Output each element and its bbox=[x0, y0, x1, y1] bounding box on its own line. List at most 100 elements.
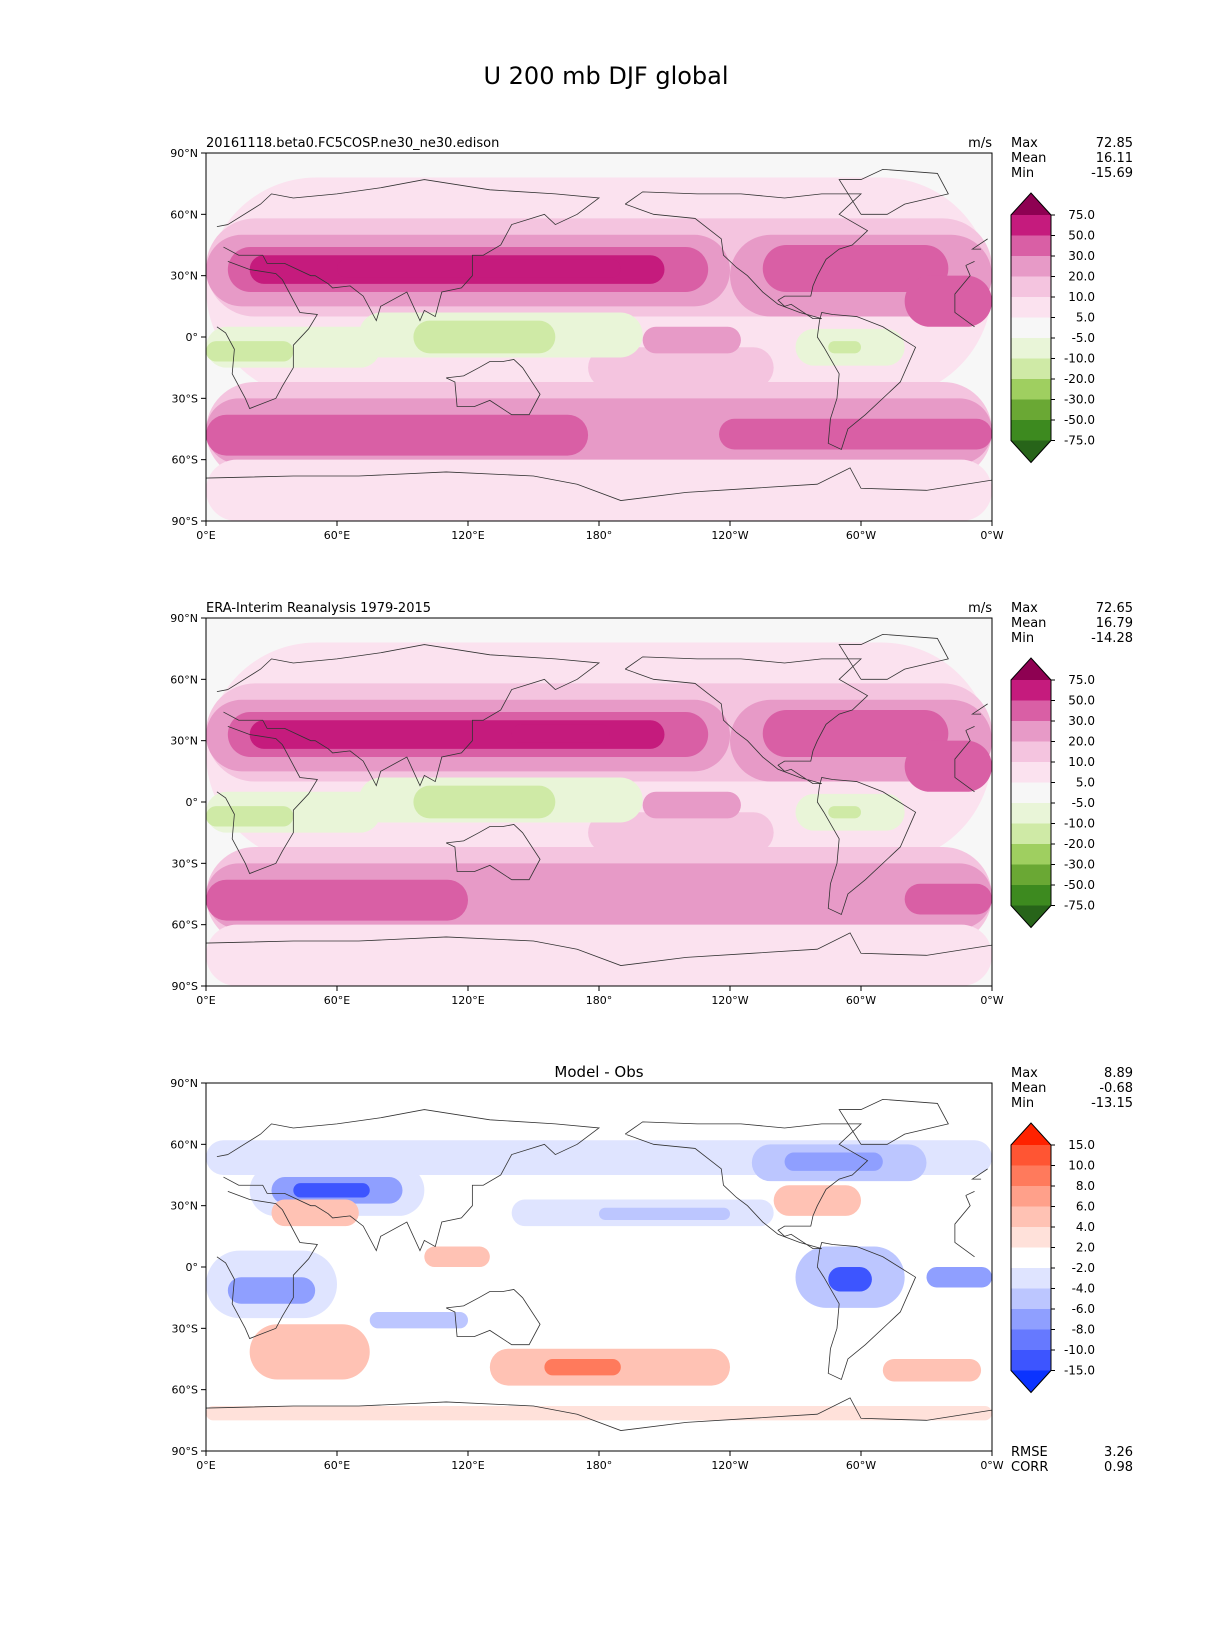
colorbar-segment bbox=[1011, 1288, 1051, 1310]
stat-label: RMSE bbox=[1011, 1445, 1048, 1460]
lat-tick-label: 90°S bbox=[172, 1445, 198, 1458]
lat-tick-label: 90°S bbox=[172, 515, 198, 528]
colorbar-segment bbox=[1011, 1186, 1051, 1207]
colorbar-segment bbox=[1011, 823, 1051, 845]
colorbar-label: 15.0 bbox=[1068, 1138, 1095, 1152]
colorbar-label: 20.0 bbox=[1068, 270, 1095, 284]
colorbar-label: -75.0 bbox=[1064, 434, 1095, 448]
colorbar-segment bbox=[1011, 885, 1051, 906]
contour-band bbox=[926, 1267, 992, 1288]
lat-tick-label: 30°N bbox=[170, 270, 198, 283]
lat-tick-label: 60°S bbox=[172, 454, 198, 467]
coastline bbox=[838, 633, 949, 680]
coastline bbox=[816, 312, 917, 450]
contour-band bbox=[828, 806, 861, 819]
colorbar-segment bbox=[1011, 235, 1051, 257]
contour-band bbox=[762, 245, 949, 293]
field-layer bbox=[206, 633, 992, 986]
contour-band bbox=[544, 1359, 621, 1376]
figure-title: U 200 mb DJF global bbox=[483, 62, 728, 90]
lon-tick-label: 0°E bbox=[196, 529, 215, 542]
colorbar-segment bbox=[1011, 1268, 1051, 1289]
colorbar-segment bbox=[1011, 1309, 1051, 1330]
lon-tick-label: 60°E bbox=[324, 994, 350, 1007]
stat-label: Min bbox=[1011, 631, 1034, 646]
colorbar-label: 75.0 bbox=[1068, 673, 1095, 687]
contour-band bbox=[424, 1246, 490, 1267]
coastline bbox=[838, 168, 949, 215]
colorbar-segment bbox=[1011, 1206, 1051, 1228]
coastline bbox=[216, 179, 988, 322]
contour-band bbox=[719, 418, 992, 450]
lon-tick-label: 0°W bbox=[980, 529, 1003, 542]
stat-value: 8.89 bbox=[1104, 1066, 1133, 1081]
stat-value: 72.85 bbox=[1096, 136, 1133, 151]
colorbar-label: 30.0 bbox=[1068, 249, 1095, 263]
colorbar: 15.0 10.0 8.0 6.0 4.0 2.0 -2.0 -4.0 -6.0 -8.0 -10.… bbox=[1010, 1122, 1095, 1394]
colorbar-label: -15.0 bbox=[1064, 1364, 1095, 1378]
contour-band bbox=[206, 806, 294, 827]
panel-center-title: Model - Obs bbox=[554, 1063, 643, 1081]
colorbar-segment bbox=[1011, 215, 1051, 236]
field-layer bbox=[206, 168, 992, 521]
colorbar-label: 50.0 bbox=[1068, 694, 1095, 708]
colorbar-label: -75.0 bbox=[1064, 899, 1095, 913]
lon-tick-label: 60°W bbox=[846, 994, 876, 1007]
colorbar-label: -50.0 bbox=[1064, 878, 1095, 892]
colorbar-label: 6.0 bbox=[1076, 1200, 1095, 1214]
stat-value: -15.69 bbox=[1091, 166, 1133, 181]
colorbar-label: 2.0 bbox=[1076, 1241, 1095, 1255]
colorbar-segment bbox=[1011, 762, 1051, 783]
units-label: m/s bbox=[968, 601, 992, 616]
stat-value: 72.65 bbox=[1096, 601, 1133, 616]
contour-band bbox=[599, 1207, 730, 1220]
colorbar-extend-bottom bbox=[1011, 1370, 1051, 1393]
colorbar-label: 75.0 bbox=[1068, 208, 1095, 222]
stat-value: -0.68 bbox=[1099, 1081, 1133, 1096]
contour-band bbox=[511, 724, 610, 743]
lon-tick-label: 180° bbox=[586, 1459, 613, 1472]
contour-band bbox=[413, 785, 556, 819]
lon-tick-label: 180° bbox=[586, 529, 613, 542]
stat-value: 16.11 bbox=[1096, 151, 1133, 166]
lat-tick-label: 60°S bbox=[172, 919, 198, 932]
lat-tick-label: 0° bbox=[186, 331, 199, 344]
colorbar-label: -20.0 bbox=[1064, 372, 1095, 386]
stat-value: 0.98 bbox=[1104, 1460, 1133, 1475]
coastline bbox=[816, 1242, 917, 1380]
coastline bbox=[445, 1289, 541, 1346]
lat-tick-label: 90°N bbox=[170, 612, 198, 625]
colorbar-label: 10.0 bbox=[1068, 290, 1095, 304]
lon-tick-label: 60°E bbox=[324, 1459, 350, 1472]
contour-band bbox=[773, 1185, 861, 1216]
stat-value: -14.28 bbox=[1091, 631, 1133, 646]
colorbar-segment bbox=[1011, 1145, 1051, 1166]
stat-label: Mean bbox=[1011, 616, 1046, 631]
stat-label: Max bbox=[1011, 1066, 1038, 1081]
colorbar: 75.0 50.0 30.0 20.0 10.0 5.0 -5.0 -10.0 -20.0 -30… bbox=[1010, 657, 1095, 929]
contour-band bbox=[904, 275, 992, 327]
panels: 20161118.beta0.FC5COSP.ne30_ne30.edison m… bbox=[170, 136, 1133, 1475]
contour-band bbox=[206, 879, 468, 921]
contour-band bbox=[828, 341, 861, 354]
lon-tick-label: 120°E bbox=[451, 529, 484, 542]
stat-value: 3.26 bbox=[1104, 1445, 1133, 1460]
coastline bbox=[816, 777, 917, 915]
coastline bbox=[216, 260, 975, 410]
lat-tick-label: 90°N bbox=[170, 1077, 198, 1090]
contour-band bbox=[369, 1311, 468, 1329]
stat-label: Max bbox=[1011, 136, 1038, 151]
lon-tick-label: 60°W bbox=[846, 529, 876, 542]
colorbar-label: -8.0 bbox=[1072, 1323, 1095, 1337]
contour-band bbox=[337, 259, 621, 278]
colorbar-extend-bottom bbox=[1011, 440, 1051, 463]
panel-obs: ERA-Interim Reanalysis 1979-2015 m/s 90°N 6… bbox=[170, 601, 1133, 1007]
coastline bbox=[206, 1397, 992, 1431]
panel-diff: Model - Obs 90°N 60°N 30°N 0° 30°S 60°S 90°S0°E… bbox=[170, 1063, 1133, 1475]
contour-band bbox=[588, 812, 774, 854]
lat-tick-label: 30°N bbox=[170, 735, 198, 748]
colorbar-extend-bottom bbox=[1011, 905, 1051, 928]
colorbar-extend-top bbox=[1011, 658, 1051, 680]
coastline bbox=[624, 656, 869, 784]
